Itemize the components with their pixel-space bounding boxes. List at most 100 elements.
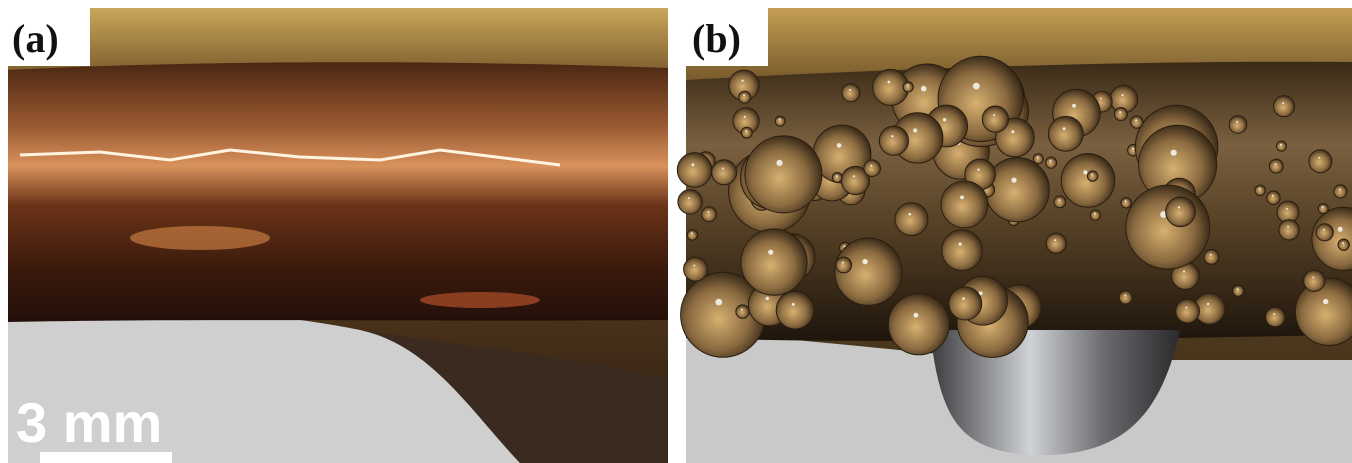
droplet-glint: [745, 130, 747, 132]
droplet-glint: [1342, 242, 1344, 244]
droplet: [739, 91, 751, 103]
droplet-glint: [1124, 294, 1126, 296]
droplet-glint: [692, 163, 695, 166]
droplet-glint: [1011, 178, 1016, 183]
photo-a-pipe: [8, 62, 668, 322]
droplet-glint: [1091, 174, 1093, 176]
droplet-glint: [1171, 150, 1177, 156]
droplet: [982, 106, 1008, 132]
droplet: [842, 84, 860, 102]
droplet: [1090, 210, 1100, 220]
droplet-glint: [741, 309, 743, 311]
droplet: [678, 190, 702, 214]
droplet: [736, 305, 749, 318]
droplet: [1279, 220, 1299, 240]
droplet-glint: [1339, 188, 1341, 190]
droplet: [684, 257, 708, 281]
droplet: [864, 160, 881, 177]
droplet-glint: [1183, 270, 1185, 272]
scale-bar-label: 3 mm: [16, 391, 162, 454]
scale-bar: [40, 452, 172, 463]
droplet-glint: [849, 89, 851, 91]
droplet-glint: [1119, 111, 1121, 113]
droplet-glint: [1054, 239, 1056, 241]
droplet-glint: [715, 299, 722, 306]
panel-label: (b): [692, 16, 741, 61]
droplet: [1033, 154, 1043, 164]
droplet-glint: [891, 135, 893, 137]
droplet: [903, 82, 913, 92]
droplet: [776, 291, 814, 329]
droplet-glint: [1135, 119, 1137, 121]
figure: (a) 3 mm (b): [0, 0, 1352, 463]
droplet-glint: [707, 211, 709, 213]
droplet-glint: [1272, 195, 1274, 197]
droplet: [1304, 270, 1325, 291]
droplet: [1338, 239, 1349, 250]
droplet-glint: [1125, 200, 1127, 202]
droplet-glint: [1312, 276, 1314, 278]
droplet-glint: [1207, 303, 1209, 305]
droplet-glint: [691, 232, 693, 234]
droplet: [745, 136, 822, 213]
droplet-glint: [837, 143, 842, 148]
droplet: [1309, 150, 1332, 173]
droplet-glint: [779, 119, 781, 121]
droplet: [687, 230, 697, 240]
droplet-glint: [1132, 148, 1134, 150]
droplet-glint: [722, 168, 724, 170]
droplet: [949, 287, 982, 320]
droplet-glint: [853, 175, 855, 177]
droplet: [1119, 291, 1132, 304]
droplet-glint: [1011, 130, 1014, 133]
droplet: [941, 181, 988, 228]
panel-b: (b): [677, 8, 1352, 463]
droplet-glint: [1236, 121, 1238, 123]
droplet-glint: [1178, 206, 1180, 208]
droplet-glint: [1094, 213, 1096, 215]
droplet-glint: [1275, 163, 1277, 165]
droplet-glint: [1063, 127, 1066, 130]
droplet: [1318, 204, 1328, 214]
droplet-glint: [743, 94, 745, 96]
droplet-glint: [1282, 102, 1284, 104]
droplet-glint: [1338, 227, 1343, 232]
droplet: [1166, 197, 1196, 227]
droplet: [832, 173, 842, 183]
droplet-glint: [862, 259, 867, 264]
droplet-glint: [870, 165, 872, 167]
photo-a-reflection: [420, 292, 540, 308]
droplet-glint: [973, 83, 980, 90]
droplet: [1126, 185, 1210, 269]
droplet-glint: [741, 80, 743, 82]
droplet-glint: [960, 196, 964, 200]
droplet: [1176, 299, 1200, 323]
droplet: [1269, 159, 1283, 173]
droplet-glint: [962, 297, 965, 300]
droplet: [1267, 191, 1280, 204]
droplet-glint: [1259, 188, 1261, 190]
droplet-glint: [1237, 288, 1239, 290]
droplet-glint: [1287, 226, 1289, 228]
droplet-glint: [921, 86, 927, 92]
droplet: [702, 207, 717, 222]
droplet-glint: [1072, 104, 1076, 108]
droplet: [677, 153, 712, 188]
droplet: [942, 230, 983, 271]
droplet: [712, 160, 737, 185]
droplet-glint: [959, 243, 962, 246]
droplet-glint: [913, 128, 917, 132]
droplet: [1255, 185, 1265, 195]
panel-label: (a): [12, 16, 59, 61]
droplet: [1266, 307, 1286, 327]
droplet: [1054, 196, 1066, 208]
droplet-glint: [768, 250, 773, 255]
droplet: [775, 116, 785, 126]
droplet-glint: [907, 84, 909, 86]
droplet-glint: [1121, 94, 1123, 96]
droplet: [879, 126, 908, 155]
droplet-glint: [1273, 313, 1275, 315]
droplet: [741, 127, 752, 138]
droplet-glint: [914, 313, 919, 318]
droplet: [888, 294, 949, 355]
